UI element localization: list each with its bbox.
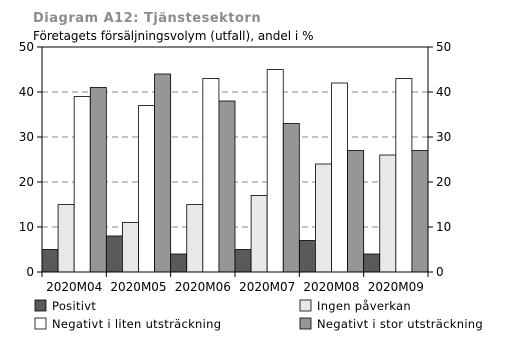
- bar: [138, 105, 155, 273]
- bar: [315, 163, 332, 273]
- y-tick-label: 40: [436, 85, 451, 99]
- legend-swatch: [299, 317, 312, 330]
- legend: Positivt Ingen påverkan Negativt i liten u…: [34, 299, 483, 331]
- x-tick-label: 2020M04: [46, 280, 102, 294]
- x-tick-label: 2020M05: [110, 280, 166, 294]
- bar: [218, 100, 236, 273]
- bar: [154, 73, 172, 273]
- bar: [411, 150, 429, 273]
- bar: [234, 249, 252, 273]
- chart-subtitle: Företagets försäljningsvolym (utfall), a…: [33, 29, 313, 43]
- legend-label: Negativt i stor utsträckning: [317, 317, 483, 331]
- bar: [41, 249, 59, 273]
- y-tick-label: 30: [19, 130, 34, 144]
- y-axis-right-ticks: 0 10 20 30 40 50: [428, 40, 451, 279]
- y-tick-label: 0: [26, 265, 34, 279]
- y-axis-left-ticks: 0 10 20 30 40 50: [19, 40, 42, 279]
- y-tick-label: 50: [19, 40, 34, 54]
- legend-swatch: [34, 317, 47, 330]
- bar: [170, 253, 188, 273]
- chart-title: Diagram A12: Tjänstesektorn: [33, 11, 261, 26]
- bar: [89, 87, 107, 273]
- x-tick-label: 2020M07: [239, 280, 295, 294]
- bar: [395, 78, 413, 273]
- x-tick-label: 2020M08: [303, 280, 359, 294]
- bar: [266, 69, 284, 273]
- bar: [363, 253, 381, 273]
- bar: [282, 123, 300, 273]
- y-tick-label: 20: [436, 175, 451, 189]
- y-tick-label: 10: [19, 220, 34, 234]
- bar: [186, 204, 204, 273]
- bar: [379, 154, 397, 273]
- legend-label: Negativt i liten utsträckning: [52, 317, 221, 331]
- x-axis-labels: 2020M04 2020M05 2020M06 2020M07 2020M08 2020M…: [41, 272, 429, 294]
- y-tick-label: 30: [436, 130, 451, 144]
- legend-swatch: [34, 299, 47, 312]
- x-tick-label: 2020M06: [175, 280, 231, 294]
- bar: [73, 96, 91, 273]
- bar: [331, 82, 348, 273]
- legend-label: Positivt: [52, 299, 96, 313]
- bar: [105, 235, 123, 273]
- y-tick-label: 20: [19, 175, 34, 189]
- x-tick-label: 2020M09: [368, 280, 424, 294]
- y-tick-label: 0: [436, 265, 444, 279]
- legend-label: Ingen påverkan: [317, 299, 411, 313]
- bar: [298, 240, 316, 273]
- y-tick-label: 50: [436, 40, 451, 54]
- legend-swatch: [299, 299, 312, 312]
- bar: [202, 78, 220, 273]
- bars: [41, 69, 429, 273]
- bar: [250, 195, 268, 273]
- bar: [122, 222, 139, 273]
- bar: [347, 150, 365, 273]
- y-tick-label: 40: [19, 85, 34, 99]
- bar: [57, 204, 75, 273]
- y-tick-label: 10: [436, 220, 451, 234]
